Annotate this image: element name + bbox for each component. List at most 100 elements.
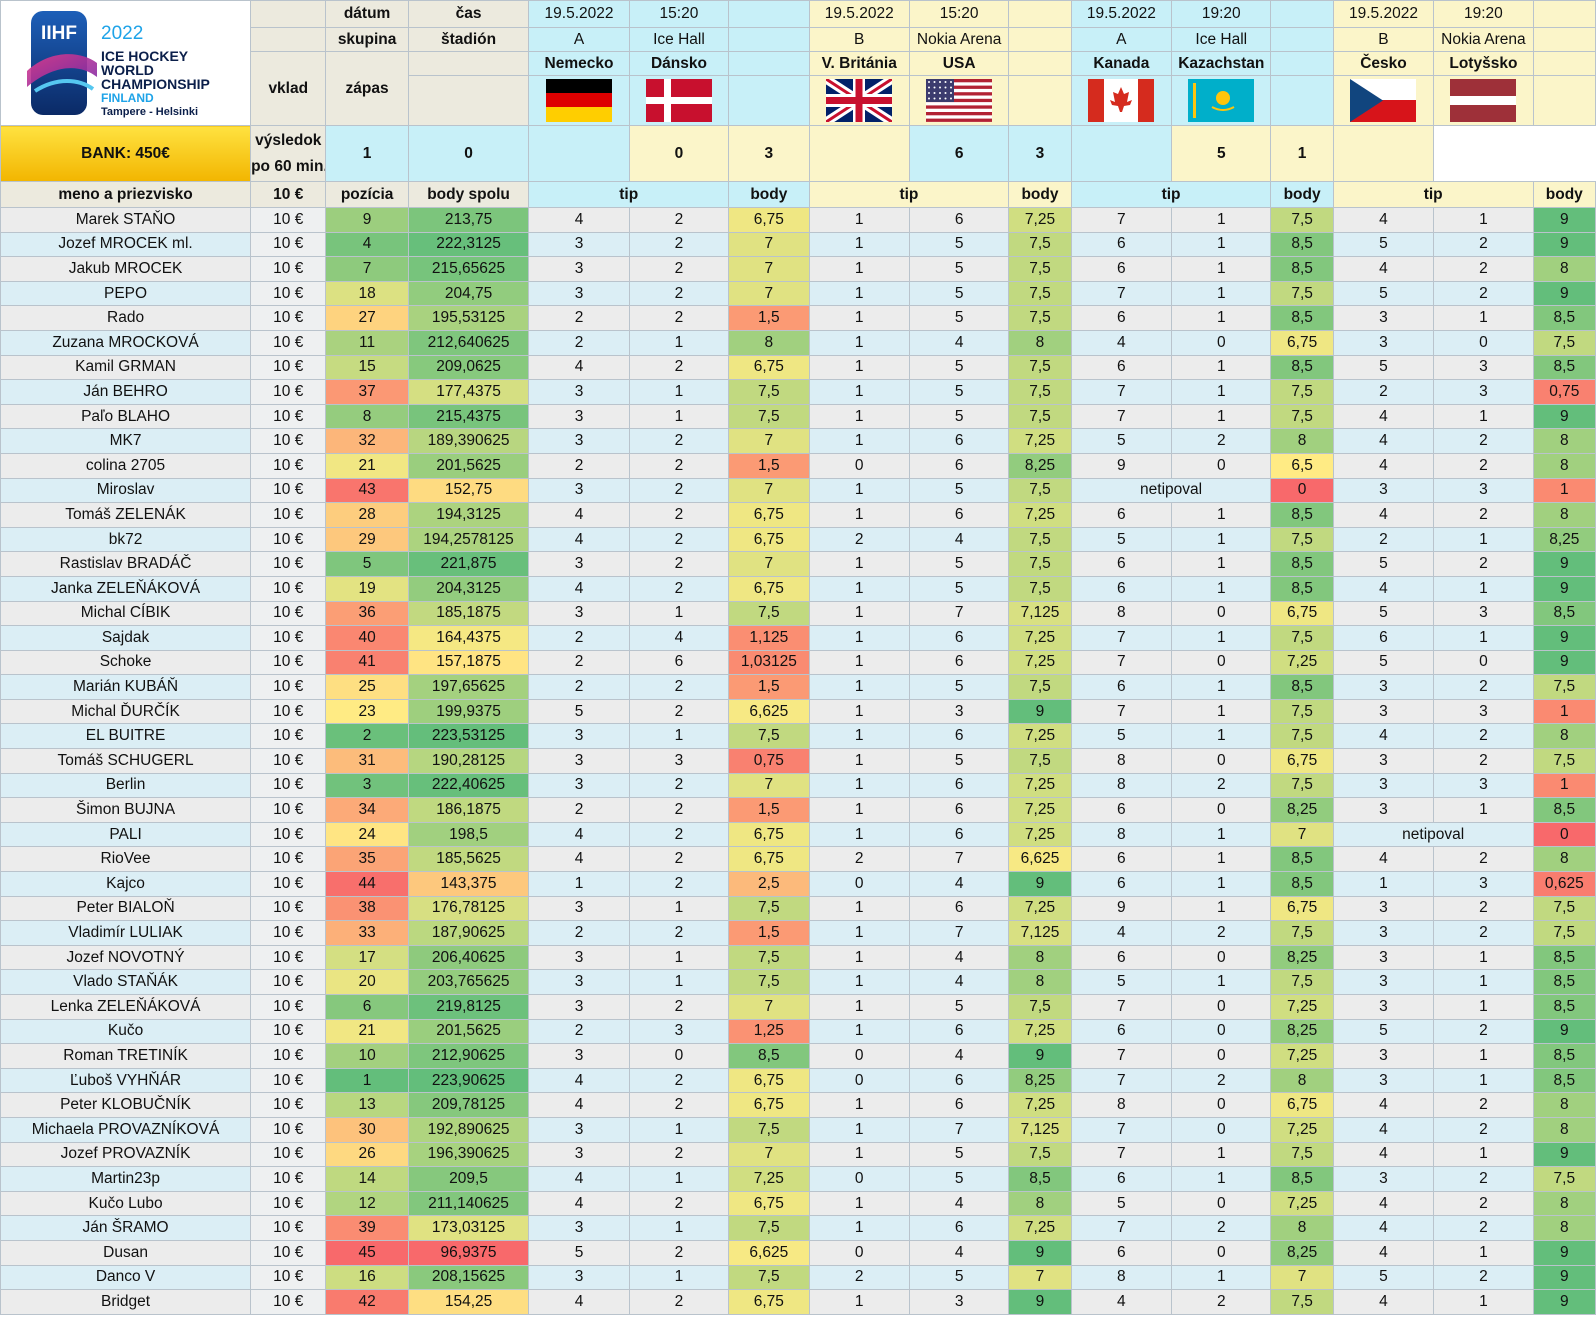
player-position: 45 (325, 1239, 409, 1266)
tip-home: 0 (808, 871, 910, 897)
player-position: 20 (325, 969, 409, 995)
match-points: 6,625 (728, 1239, 810, 1266)
tip-home: 6 (1070, 256, 1173, 282)
match-points: 1,5 (728, 674, 810, 700)
tip-away: 4 (908, 329, 1010, 356)
table-row: Tomáš SCHUGERL 10 €31 190,28125 3 3 0,75 1 5 7,5… (0, 748, 1596, 774)
tip-home: 2 (528, 329, 630, 356)
result-label: výsledok po 60 min. (250, 125, 327, 182)
tip-home: 1 (808, 1018, 910, 1045)
match-points: 8 (1532, 256, 1596, 282)
player-total-points: 206,40625 (407, 944, 530, 971)
away-flag-cell (908, 75, 1010, 126)
player-position: 36 (325, 600, 409, 627)
player-total-points: 195,53125 (407, 305, 530, 331)
match-points: 7,5 (1008, 575, 1072, 602)
tip-away: 5 (908, 1264, 1010, 1291)
player-name: Paľo BLAHO (0, 403, 252, 430)
player-position: 35 (325, 846, 409, 873)
match-points: 7,25 (1008, 1018, 1072, 1045)
tip-home: 3 (528, 1043, 630, 1069)
tip-home: 5 (528, 1239, 630, 1266)
tip-column-header: tip (528, 181, 730, 208)
tip-home: 4 (1332, 1092, 1435, 1118)
svg-text:ICE HOCKEY: ICE HOCKEY (101, 48, 189, 64)
player-total-points: 223,90625 (407, 1067, 530, 1094)
match-points: 8,5 (1270, 575, 1334, 602)
match-points: 7,25 (1008, 821, 1072, 848)
tip-home: 4 (1332, 1239, 1435, 1266)
table-row: Ľuboš VYHŇÁR 10 €1 223,90625 4 2 6,75 0 6 8,25 7 2… (0, 1067, 1596, 1094)
player-total-points: 213,75 (407, 207, 530, 233)
match-points: 7,5 (1008, 403, 1072, 430)
tip-home: 5 (1332, 600, 1435, 627)
tip-away: 5 (908, 575, 1010, 602)
tip-away: 4 (908, 526, 1010, 553)
player-stake: 10 € (250, 871, 327, 897)
tip-home: 2 (808, 846, 910, 873)
home-team-name: Česko (1332, 51, 1435, 76)
tip-away: 1 (628, 895, 730, 922)
kazakhstan-flag (1188, 79, 1255, 122)
tip-away: 2 (1433, 1215, 1534, 1241)
match-points: 8,5 (1270, 1166, 1334, 1192)
tip-home: 4 (1070, 920, 1173, 946)
match-points: 7,5 (1532, 674, 1596, 700)
tip-away: 2 (1433, 920, 1534, 946)
tip-away: 0 (1171, 600, 1272, 627)
tip-home: 1 (808, 1190, 910, 1217)
tip-away: 2 (628, 207, 730, 233)
match-points: 8,5 (1532, 797, 1596, 823)
player-stake: 10 € (250, 329, 327, 356)
tip-away: 1 (1171, 256, 1272, 282)
away-team-name: Kazachstan (1171, 51, 1272, 76)
tip-away: 1 (1171, 231, 1272, 258)
tip-away: 2 (628, 871, 730, 897)
match-points: 9 (1532, 575, 1596, 602)
tip-away: 1 (628, 1215, 730, 1241)
match-points: 7,25 (1008, 649, 1072, 676)
tip-away: 3 (1433, 354, 1534, 381)
player-total-points: 154,25 (407, 1289, 530, 1315)
tip-away: 4 (908, 871, 1010, 897)
match-points: 8,5 (728, 1043, 810, 1069)
points-column-header: body (728, 181, 810, 208)
player-name: Lenka ZELEŇÁKOVÁ (0, 994, 252, 1020)
tip-away: 1 (1171, 551, 1272, 577)
table-row: MK7 10 €32 189,390625 3 2 7 1 6 7,25 5 2 8 4 2 8 (0, 428, 1596, 454)
tip-away: 2 (628, 1289, 730, 1315)
tip-away: 0 (1171, 1092, 1272, 1118)
match-points: 7,5 (1008, 231, 1072, 258)
player-stake: 10 € (250, 280, 327, 307)
player-stake: 10 € (250, 1116, 327, 1143)
tip-away: 1 (1171, 403, 1272, 430)
tip-away: 1 (1171, 526, 1272, 553)
player-stake: 10 € (250, 1289, 327, 1315)
tip-away: 6 (908, 772, 1010, 799)
tip-home: 1 (808, 256, 910, 282)
player-name: PEPO (0, 280, 252, 307)
tip-home: 4 (1332, 575, 1435, 602)
match-points: 6,75 (1270, 329, 1334, 356)
match-points: 7 (728, 477, 810, 504)
tip-home: 1 (808, 207, 910, 233)
player-stake: 10 € (250, 797, 327, 823)
table-row: Bridget 10 €42 154,25 4 2 6,75 1 3 9 4 2 7,5 4 1 9 (0, 1289, 1596, 1315)
player-position: 9 (325, 207, 409, 233)
tip-away: 0 (1171, 1239, 1272, 1266)
tip-away: 6 (908, 1018, 1010, 1045)
player-name: Tomáš SCHUGERL (0, 748, 252, 774)
tip-away: 1 (1433, 305, 1534, 331)
table-row: Schoke 10 €41 157,1875 2 6 1,03125 1 6 7,25 7 0 7,2… (0, 649, 1596, 676)
tip-away: 5 (908, 551, 1010, 577)
tip-away: 3 (1433, 871, 1534, 897)
venue-label: štadión (407, 27, 530, 52)
tip-home: 1 (808, 477, 910, 504)
match-points: 1 (1532, 698, 1596, 725)
match-points: 9 (1008, 1289, 1072, 1315)
tip-home: 0 (808, 1067, 910, 1094)
tip-home: 0 (808, 452, 910, 479)
tip-home: 3 (1332, 994, 1435, 1020)
tip-home: 6 (1070, 231, 1173, 258)
table-row: Roman TRETINÍK 10 €10 212,90625 3 0 8,5 0 4 9 7 0 7… (0, 1043, 1596, 1069)
